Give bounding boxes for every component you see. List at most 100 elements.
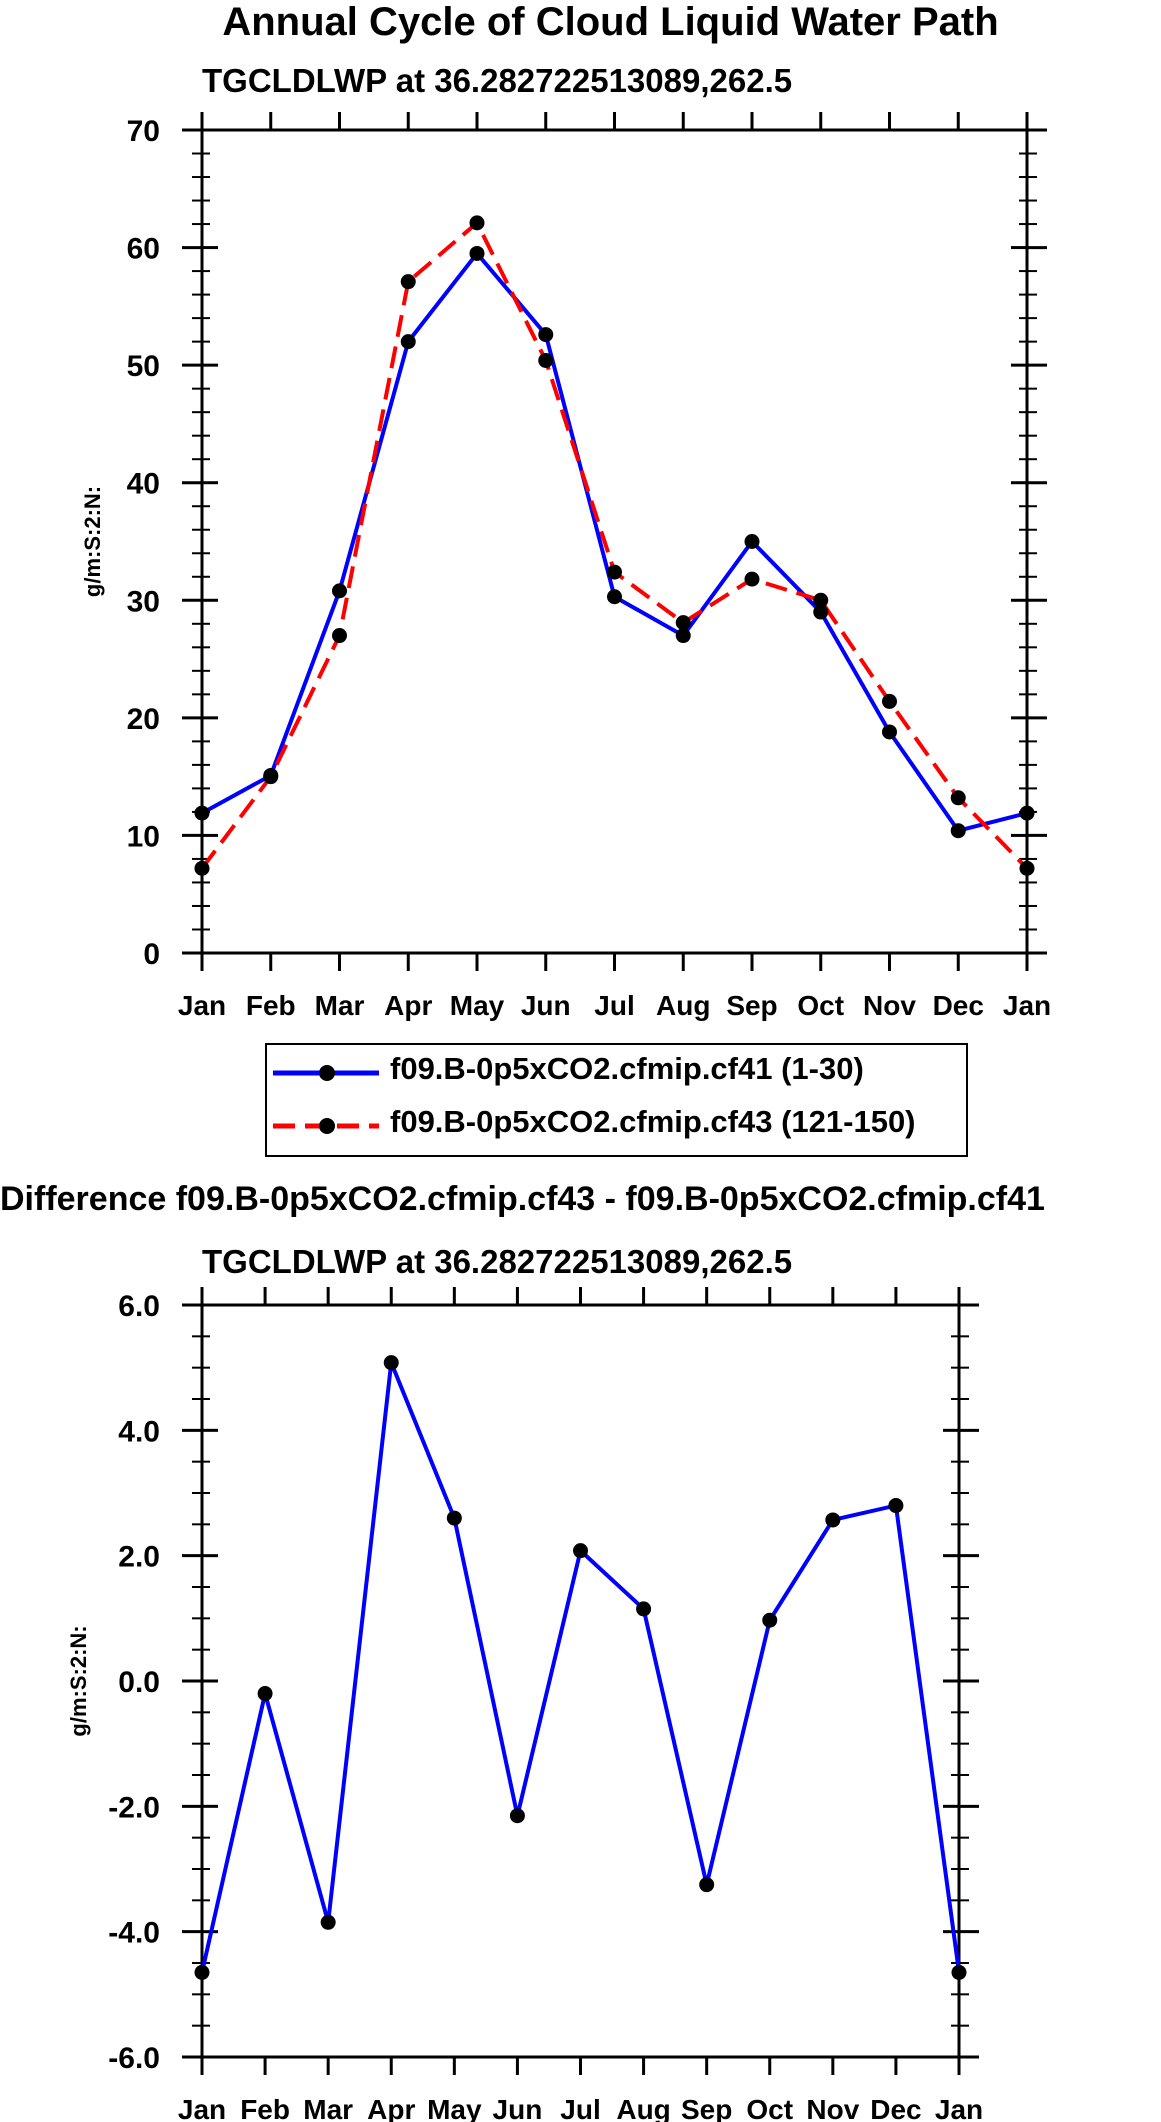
y-axis-label: g/m:S:2:N: — [66, 1625, 91, 1736]
data-point — [882, 724, 897, 740]
y-tick-label: -6.0 — [108, 2042, 160, 2075]
data-point — [332, 583, 347, 599]
data-point — [744, 571, 760, 587]
x-tick-label: Feb — [240, 2094, 290, 2122]
data-point — [762, 1612, 778, 1628]
data-point — [400, 334, 416, 350]
x-tick-label: Apr — [367, 2094, 415, 2122]
x-tick-label: Mar — [315, 990, 365, 1021]
top-chart-title: Annual Cycle of Cloud Liquid Water Path — [222, 0, 999, 44]
data-point — [675, 615, 691, 631]
series-line-1 — [201, 251, 1028, 833]
legend-item-cf43: f09.B-0p5xCO2.cfmip.cf43 (121-150) — [267, 1098, 967, 1148]
y-tick-label: 70 — [127, 115, 160, 148]
y-tick-label: 2.0 — [118, 1541, 160, 1574]
x-tick-label: Dec — [933, 990, 984, 1021]
data-point — [825, 1512, 841, 1528]
data-point — [538, 352, 554, 368]
y-axis-label: g/m:S:2:N: — [80, 486, 105, 597]
bottom-chart-title: Difference f09.B-0p5xCO2.cfmip.cf43 - f0… — [0, 1180, 1045, 1218]
x-tick-label: May — [427, 2094, 482, 2122]
x-tick-label: Apr — [384, 990, 432, 1021]
data-point — [194, 805, 210, 821]
data-point — [446, 1510, 462, 1526]
data-point — [607, 564, 622, 580]
legend: f09.B-0p5xCO2.cfmip.cf41 (1-30) f09.B-0p… — [265, 1043, 968, 1157]
x-tick-label: Jan — [1003, 990, 1051, 1021]
legend-label-cf41: f09.B-0p5xCO2.cfmip.cf41 (1-30) — [390, 1051, 864, 1086]
x-tick-label: Aug — [656, 990, 710, 1021]
data-point — [950, 823, 966, 839]
data-point — [573, 1543, 588, 1559]
x-tick-label: Sep — [726, 990, 777, 1021]
x-tick-label: Jan — [178, 990, 226, 1021]
data-point — [263, 769, 279, 785]
x-tick-label: Dec — [870, 2094, 921, 2122]
x-tick-label: Sep — [681, 2094, 732, 2122]
data-point — [882, 693, 897, 709]
y-tick-label: 0.0 — [118, 1666, 160, 1699]
plot-frame — [200, 1303, 961, 2059]
data-point — [1019, 860, 1035, 876]
data-point — [888, 1498, 904, 1514]
x-tick-label: Oct — [746, 2094, 793, 2122]
data-point — [194, 860, 210, 876]
data-point — [400, 274, 416, 290]
data-point — [699, 1877, 715, 1893]
y-tick-label: 60 — [127, 233, 160, 266]
chart-2: -6.0 -4.0 -2.0 0.0 2.0 4.0 6.0 Jan Feb Mar Apr May J… — [66, 1287, 983, 2122]
series-line-2 — [200, 220, 1029, 870]
y-tick-label: -4.0 — [108, 1917, 160, 1950]
x-tick-label: Jun — [521, 990, 571, 1021]
data-point — [509, 1808, 525, 1824]
x-tick-label: Aug — [616, 2094, 670, 2122]
x-tick-label: Nov — [863, 990, 916, 1021]
y-tick-label: 30 — [127, 585, 160, 618]
x-tick-label: Feb — [246, 990, 296, 1021]
x-tick-label: Jan — [935, 2094, 983, 2122]
legend-swatch-cf41 — [273, 1065, 379, 1081]
data-point — [257, 1686, 273, 1702]
data-point — [607, 589, 622, 605]
x-tick-label: Oct — [797, 990, 844, 1021]
data-point — [813, 604, 829, 620]
data-point — [469, 215, 485, 231]
legend-item-cf41: f09.B-0p5xCO2.cfmip.cf41 (1-30) — [267, 1045, 967, 1095]
data-point — [383, 1355, 399, 1371]
x-tick-label: Mar — [303, 2094, 353, 2122]
data-point — [675, 628, 691, 644]
data-point — [469, 245, 485, 261]
x-tick-label: Nov — [806, 2094, 859, 2122]
data-point — [332, 628, 347, 644]
y-tick-label: -2.0 — [108, 1791, 160, 1824]
data-point — [1019, 805, 1035, 821]
y-tick-label: 6.0 — [118, 1290, 160, 1323]
x-tick-label: May — [450, 990, 505, 1021]
data-point — [538, 327, 554, 343]
series-line-1 — [200, 1360, 961, 1973]
y-tick-label: 50 — [127, 350, 160, 383]
legend-label-cf43: f09.B-0p5xCO2.cfmip.cf43 (121-150) — [390, 1104, 916, 1139]
plot-frame — [200, 128, 1029, 955]
x-tick-label: Jan — [178, 2094, 226, 2122]
data-point — [636, 1601, 652, 1617]
y-tick-label: 0 — [143, 938, 160, 971]
data-point — [813, 592, 829, 608]
data-point — [194, 1964, 210, 1980]
data-point — [951, 1964, 967, 1980]
data-point — [744, 534, 760, 549]
y-tick-label: 4.0 — [118, 1415, 160, 1448]
chart-1: 0 10 20 30 40 50 60 70 Jan Feb Mar Apr May Jun Jul Aug S… — [80, 112, 1051, 1021]
x-tick-label: Jul — [560, 2094, 600, 2122]
x-tick-label: Jul — [594, 990, 634, 1021]
y-tick-label: 20 — [127, 703, 160, 736]
top-chart-subtitle: TGCLDLWP at 36.282722513089,262.5 — [202, 62, 793, 99]
legend-swatch-cf43 — [273, 1118, 379, 1134]
data-point — [950, 790, 966, 806]
data-point — [320, 1914, 336, 1930]
x-tick-label: Jun — [493, 2094, 543, 2122]
y-tick-label: 10 — [127, 820, 160, 853]
y-tick-label: 40 — [127, 468, 160, 501]
bottom-chart-subtitle: TGCLDLWP at 36.282722513089,262.5 — [202, 1243, 793, 1280]
